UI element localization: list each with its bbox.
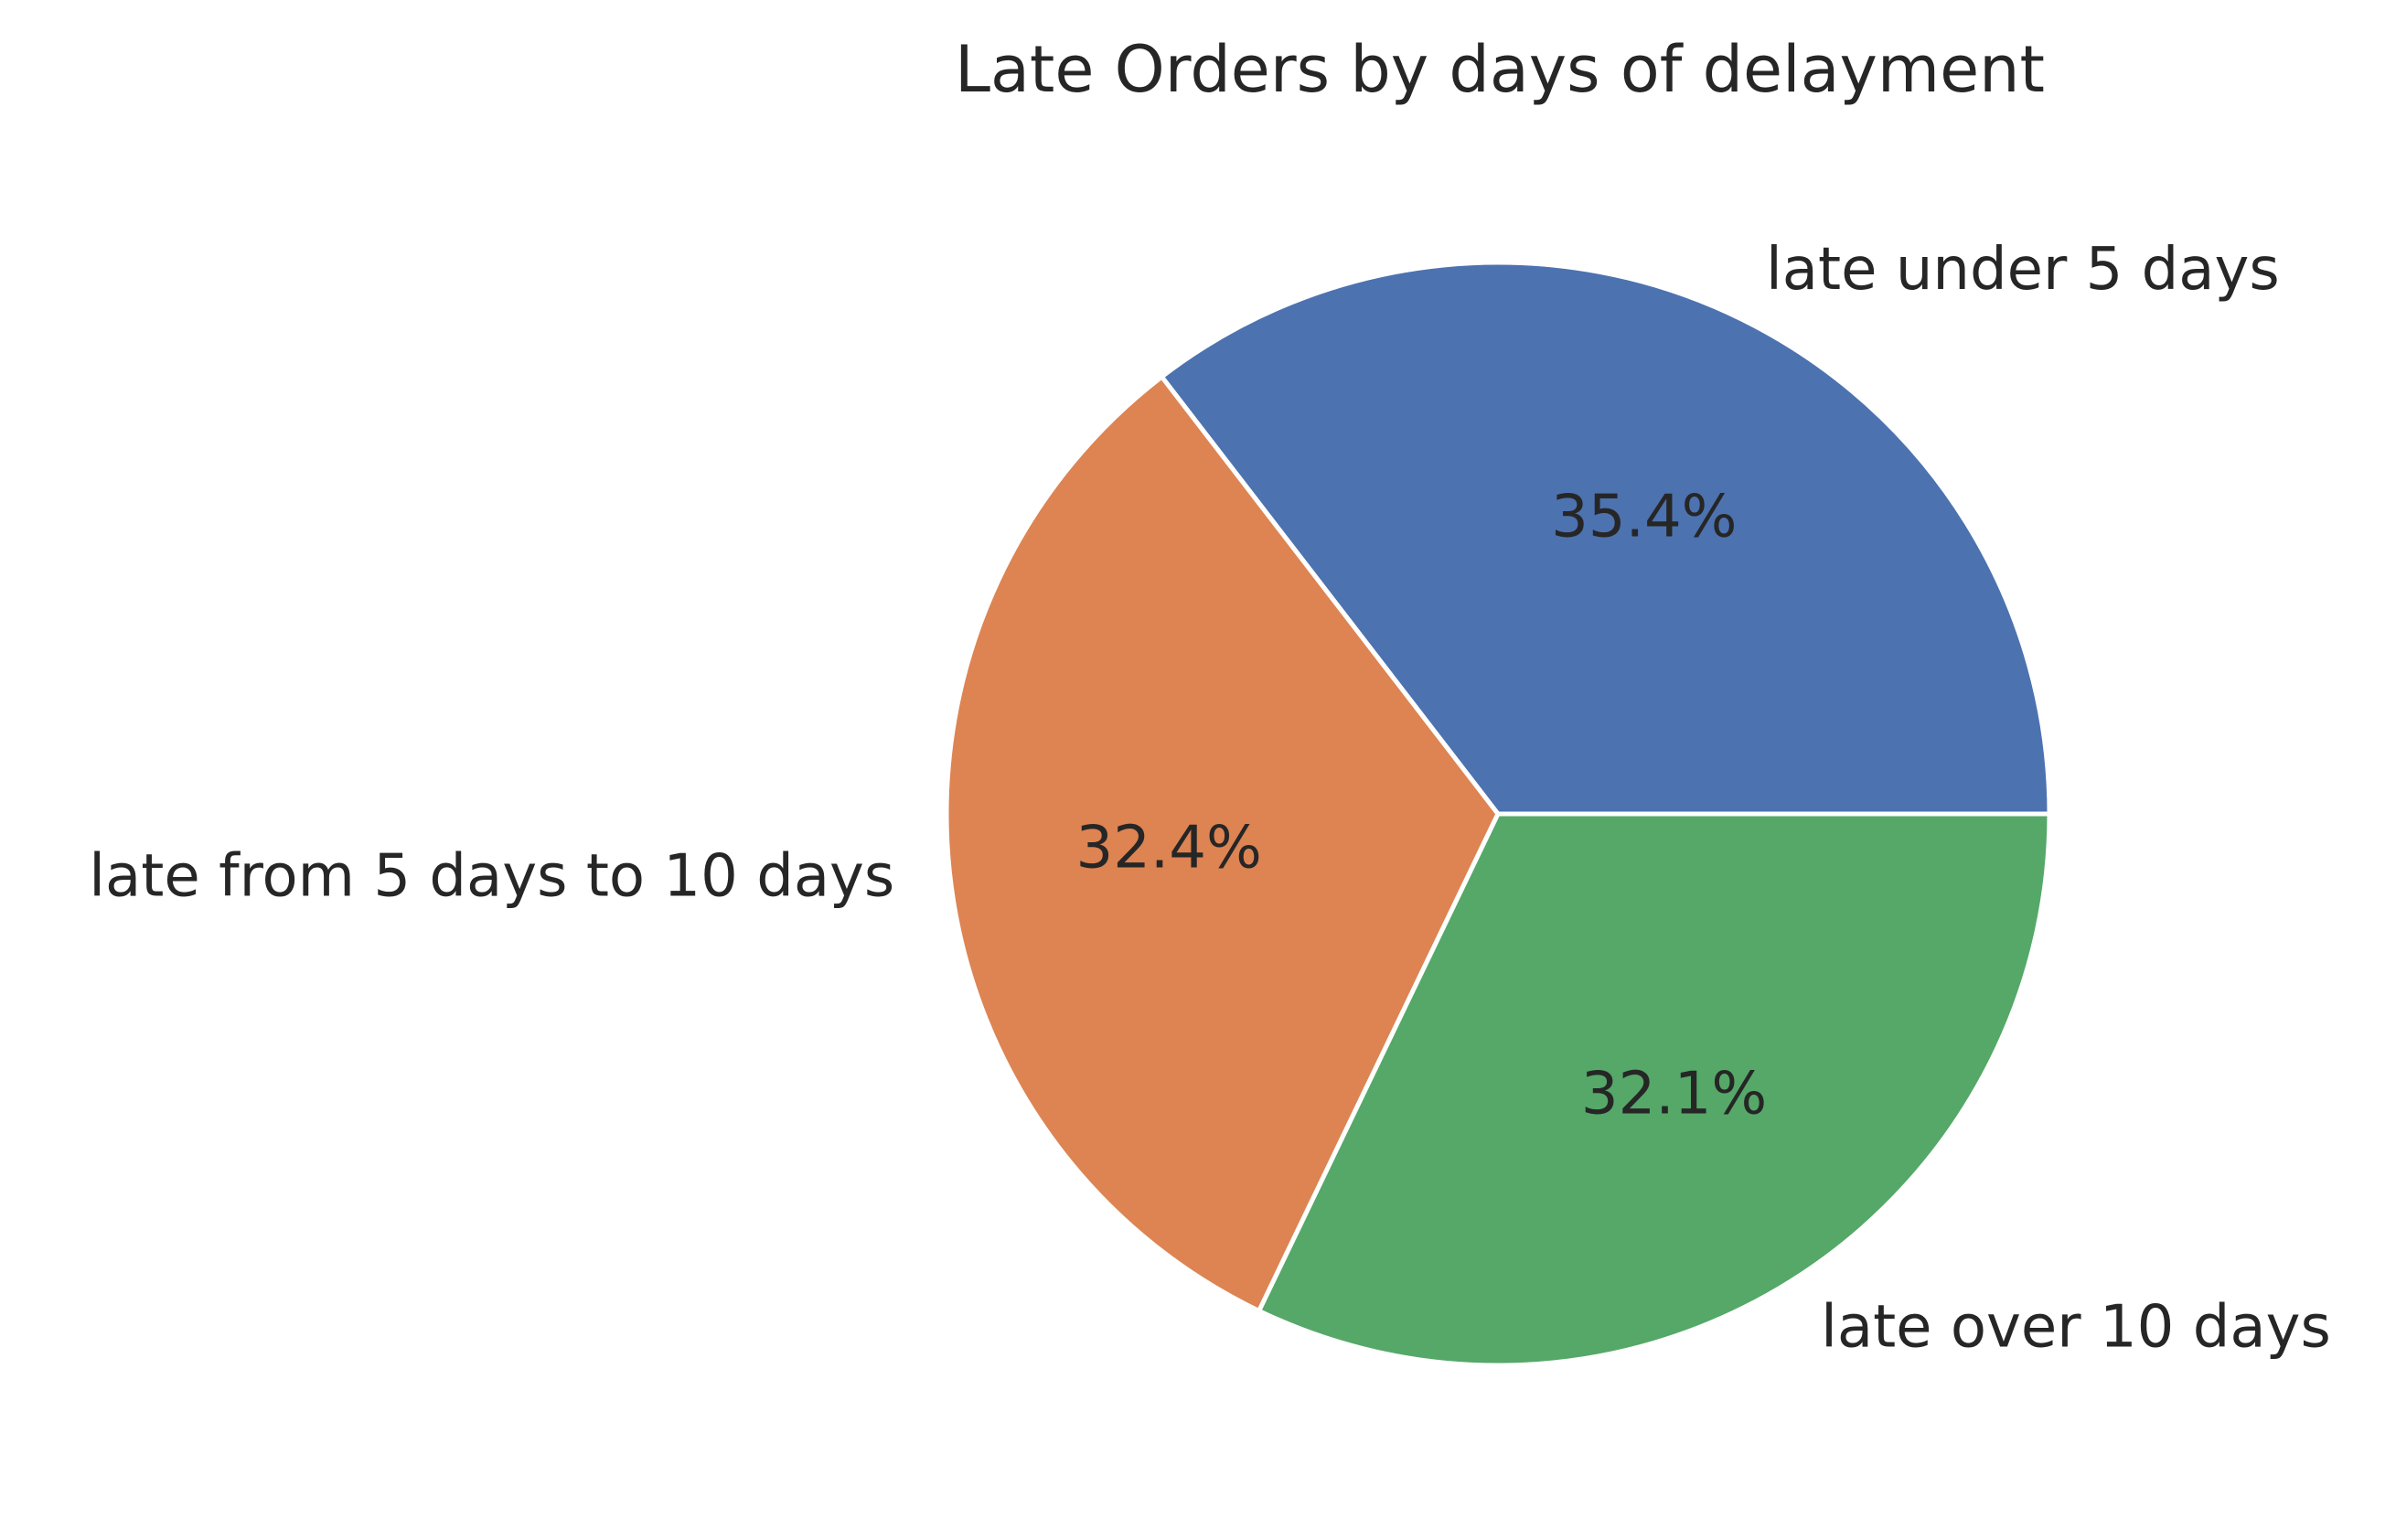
pie-category-label-2: late over 10 days [1821,1294,2331,1362]
chart-title: Late Orders by days of delayment [955,32,2045,107]
pie-slice-2 [1257,811,2052,1368]
pie-percent-label-2: 32.1% [1581,1060,1767,1128]
pie-category-label-0: late under 5 days [1766,236,2280,304]
pie-percent-label-1: 32.4% [1075,814,1261,882]
pie-slices [944,260,2052,1368]
pie-percent-label-0: 35.4% [1551,483,1737,551]
pie-slice-0 [1159,260,2052,817]
pie-category-label-1: late from 5 days to 10 days [89,843,894,911]
pie-slice-1 [944,374,1501,1313]
pie-labels: 35.4% late under 5 days 32.4% late from 5 d… [89,236,2331,1362]
